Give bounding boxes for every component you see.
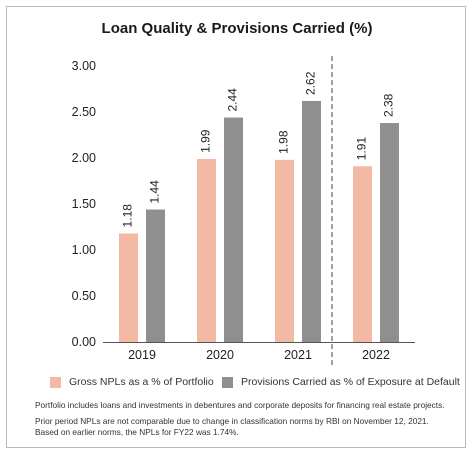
bar-gross-npls-2022 [353, 166, 372, 342]
footnote-portfolio: Portfolio includes loans and investments… [35, 400, 445, 410]
legend-swatch-provisions [222, 376, 233, 388]
bar-gross-npls-2021 [275, 159, 294, 342]
legend-item-provisions: Provisions Carried as % of Exposure at D… [222, 376, 460, 388]
data-label: 1.99 [199, 129, 213, 153]
legend: Gross NPLs as a % of Portfolio Provision… [0, 372, 474, 394]
data-label: 1.98 [277, 130, 291, 154]
legend-swatch-gross-npls [50, 376, 61, 388]
bar-gross-npls-2019 [119, 233, 138, 342]
footnotes: Portfolio includes loans and investments… [35, 400, 455, 438]
x-tick-label: 2020 [206, 348, 234, 362]
y-tick-label: 2.00 [72, 151, 96, 165]
legend-item-gross-npls: Gross NPLs as a % of Portfolio [50, 376, 214, 388]
bar-provisions-2019 [146, 209, 165, 342]
y-tick-label: 0.50 [72, 289, 96, 303]
data-label: 1.44 [148, 180, 162, 204]
legend-label-gross-npls: Gross NPLs as a % of Portfolio [69, 376, 214, 388]
bar-provisions-2020 [224, 117, 243, 343]
bar-gross-npls-2020 [197, 158, 216, 342]
data-label: 2.44 [226, 88, 240, 112]
chart-title: Loan Quality & Provisions Carried (%) [101, 20, 373, 37]
y-tick-label: 1.50 [72, 197, 96, 211]
footnote-earlier-norms: Based on earlier norms, the NPLs for FY2… [35, 427, 239, 437]
y-tick-label: 0.00 [72, 335, 96, 349]
legend-label-provisions: Provisions Carried as % of Exposure at D… [241, 376, 460, 388]
y-tick-label: 2.50 [72, 105, 96, 119]
data-label: 1.91 [355, 137, 369, 161]
footnote-prior-period: Prior period NPLs are not comparable due… [35, 416, 429, 426]
data-label: 1.18 [121, 204, 135, 228]
y-tick-label: 3.00 [72, 59, 96, 73]
bar-provisions-2022 [380, 123, 399, 342]
x-tick-label: 2019 [128, 348, 156, 362]
x-tick-label: 2022 [362, 348, 390, 362]
data-label: 2.62 [304, 71, 318, 95]
y-tick-label: 1.00 [72, 243, 96, 257]
bar-chart: 0.00 0.50 1.00 1.50 2.00 2.50 3.00 1.18 1.99 1.98… [72, 56, 415, 368]
bar-provisions-2021 [302, 100, 321, 343]
x-tick-label: 2021 [284, 348, 312, 362]
data-label: 2.38 [382, 93, 396, 117]
